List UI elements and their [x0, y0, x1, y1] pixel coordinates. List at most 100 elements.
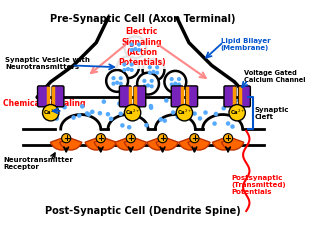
Circle shape [129, 62, 134, 67]
Circle shape [143, 59, 164, 81]
Circle shape [87, 112, 91, 117]
Circle shape [111, 76, 115, 80]
Circle shape [178, 112, 182, 116]
Circle shape [101, 99, 106, 104]
Circle shape [229, 105, 245, 121]
Text: Lipid Bilayer
(Membrane): Lipid Bilayer (Membrane) [221, 38, 271, 51]
Text: Pre-Synaptic Cell (Axon Terminal): Pre-Synaptic Cell (Axon Terminal) [50, 14, 235, 24]
Circle shape [212, 121, 217, 126]
Wedge shape [51, 138, 73, 150]
Circle shape [170, 77, 174, 81]
Circle shape [149, 79, 154, 83]
Circle shape [177, 77, 181, 81]
Circle shape [59, 103, 64, 108]
Circle shape [177, 82, 181, 87]
Circle shape [117, 56, 139, 78]
Circle shape [222, 106, 226, 111]
Wedge shape [147, 138, 169, 150]
Circle shape [133, 47, 137, 51]
Text: Ca$^{2+}$: Ca$^{2+}$ [230, 108, 245, 117]
Circle shape [137, 73, 159, 95]
Wedge shape [115, 138, 137, 150]
FancyBboxPatch shape [119, 86, 131, 107]
Circle shape [237, 98, 241, 103]
Circle shape [120, 123, 125, 128]
Circle shape [109, 117, 113, 121]
Wedge shape [85, 138, 107, 150]
Circle shape [158, 117, 163, 122]
Circle shape [190, 134, 199, 143]
Wedge shape [212, 138, 235, 150]
Circle shape [129, 68, 134, 72]
Text: Neurotransmitter
Receptor: Neurotransmitter Receptor [3, 157, 73, 170]
Circle shape [129, 42, 134, 47]
Text: Ca$^{2+}$: Ca$^{2+}$ [125, 108, 140, 117]
Circle shape [136, 103, 141, 108]
Wedge shape [124, 138, 146, 150]
Text: Ca$^{2+}$: Ca$^{2+}$ [43, 108, 58, 117]
Circle shape [192, 111, 197, 116]
Circle shape [148, 65, 152, 69]
Circle shape [96, 134, 105, 143]
Text: Chemical Signaling: Chemical Signaling [2, 99, 85, 108]
Text: Electric
Signaling
(Action
Potentials): Electric Signaling (Action Potentials) [118, 27, 165, 67]
FancyBboxPatch shape [239, 86, 250, 107]
Wedge shape [179, 138, 201, 150]
Circle shape [149, 105, 154, 110]
Circle shape [149, 104, 153, 108]
Circle shape [62, 105, 67, 109]
Circle shape [226, 121, 230, 126]
Circle shape [214, 112, 218, 116]
Circle shape [171, 110, 175, 115]
FancyBboxPatch shape [224, 86, 236, 107]
Circle shape [111, 82, 115, 86]
FancyBboxPatch shape [171, 86, 183, 107]
FancyBboxPatch shape [186, 86, 197, 107]
Circle shape [203, 110, 208, 115]
Circle shape [124, 105, 141, 121]
Wedge shape [156, 138, 178, 150]
Text: +: + [225, 134, 232, 143]
Circle shape [158, 134, 167, 143]
Circle shape [126, 67, 130, 71]
Circle shape [124, 36, 146, 58]
Circle shape [164, 98, 168, 103]
Circle shape [119, 76, 123, 80]
Text: Voltage Gated
Calcium Channel: Voltage Gated Calcium Channel [244, 70, 306, 83]
Circle shape [134, 115, 139, 120]
Circle shape [176, 105, 193, 121]
Circle shape [106, 112, 110, 116]
Circle shape [173, 82, 178, 86]
Circle shape [42, 105, 59, 121]
Circle shape [240, 110, 244, 114]
Circle shape [122, 68, 126, 72]
Circle shape [142, 84, 147, 88]
Circle shape [117, 101, 122, 106]
Circle shape [134, 103, 138, 108]
Circle shape [127, 125, 131, 130]
Circle shape [163, 118, 167, 123]
Circle shape [85, 111, 90, 116]
Circle shape [77, 113, 81, 118]
Circle shape [98, 111, 102, 115]
Circle shape [151, 70, 156, 74]
Text: Postsynaptic
(Transmitted)
Potentials: Postsynaptic (Transmitted) Potentials [232, 174, 286, 195]
Circle shape [223, 134, 233, 143]
Text: Synaptic Vesicle with
Neurotransmitters: Synaptic Vesicle with Neurotransmitters [5, 57, 90, 70]
Circle shape [71, 115, 76, 120]
Text: +: + [127, 134, 134, 143]
Circle shape [137, 42, 141, 47]
Circle shape [119, 112, 123, 116]
Circle shape [142, 79, 147, 83]
Circle shape [126, 134, 135, 143]
Wedge shape [60, 138, 82, 150]
Circle shape [90, 109, 95, 114]
Circle shape [164, 71, 186, 93]
Circle shape [119, 82, 123, 86]
FancyBboxPatch shape [52, 86, 64, 107]
Circle shape [137, 48, 141, 52]
Text: +: + [97, 134, 104, 143]
Text: Post-Synaptic Cell (Dendrite Spine): Post-Synaptic Cell (Dendrite Spine) [45, 206, 241, 216]
Text: +: + [191, 134, 198, 143]
Wedge shape [94, 138, 116, 150]
